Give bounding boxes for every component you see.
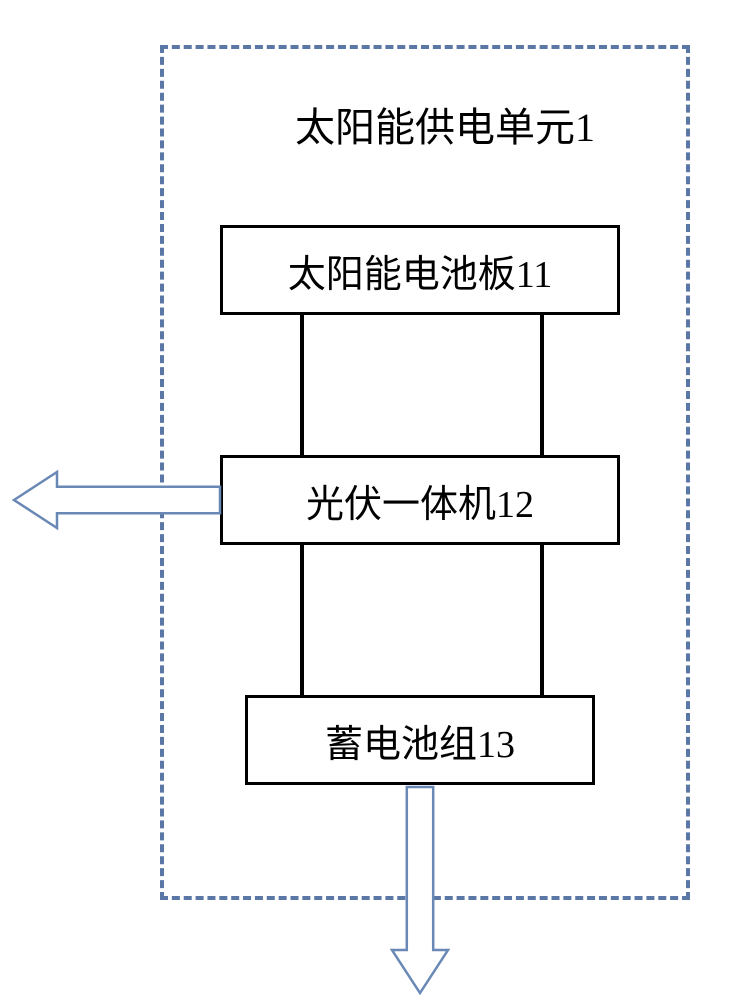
battery-pack-label: 蓄电池组13 bbox=[325, 713, 515, 768]
left-arrow-icon bbox=[12, 470, 222, 530]
connector-line bbox=[300, 545, 304, 695]
pv-inverter-label: 光伏一体机12 bbox=[306, 473, 534, 528]
unit-title: 太阳能供电单元1 bbox=[250, 95, 640, 153]
battery-pack-box: 蓄电池组13 bbox=[245, 695, 595, 785]
connector-line bbox=[300, 315, 304, 455]
connector-line bbox=[540, 545, 544, 695]
pv-inverter-box: 光伏一体机12 bbox=[220, 455, 620, 545]
solar-panel-box: 太阳能电池板11 bbox=[220, 225, 620, 315]
connector-line bbox=[540, 315, 544, 455]
down-arrow-icon bbox=[390, 785, 450, 995]
solar-panel-label: 太阳能电池板11 bbox=[288, 243, 553, 298]
